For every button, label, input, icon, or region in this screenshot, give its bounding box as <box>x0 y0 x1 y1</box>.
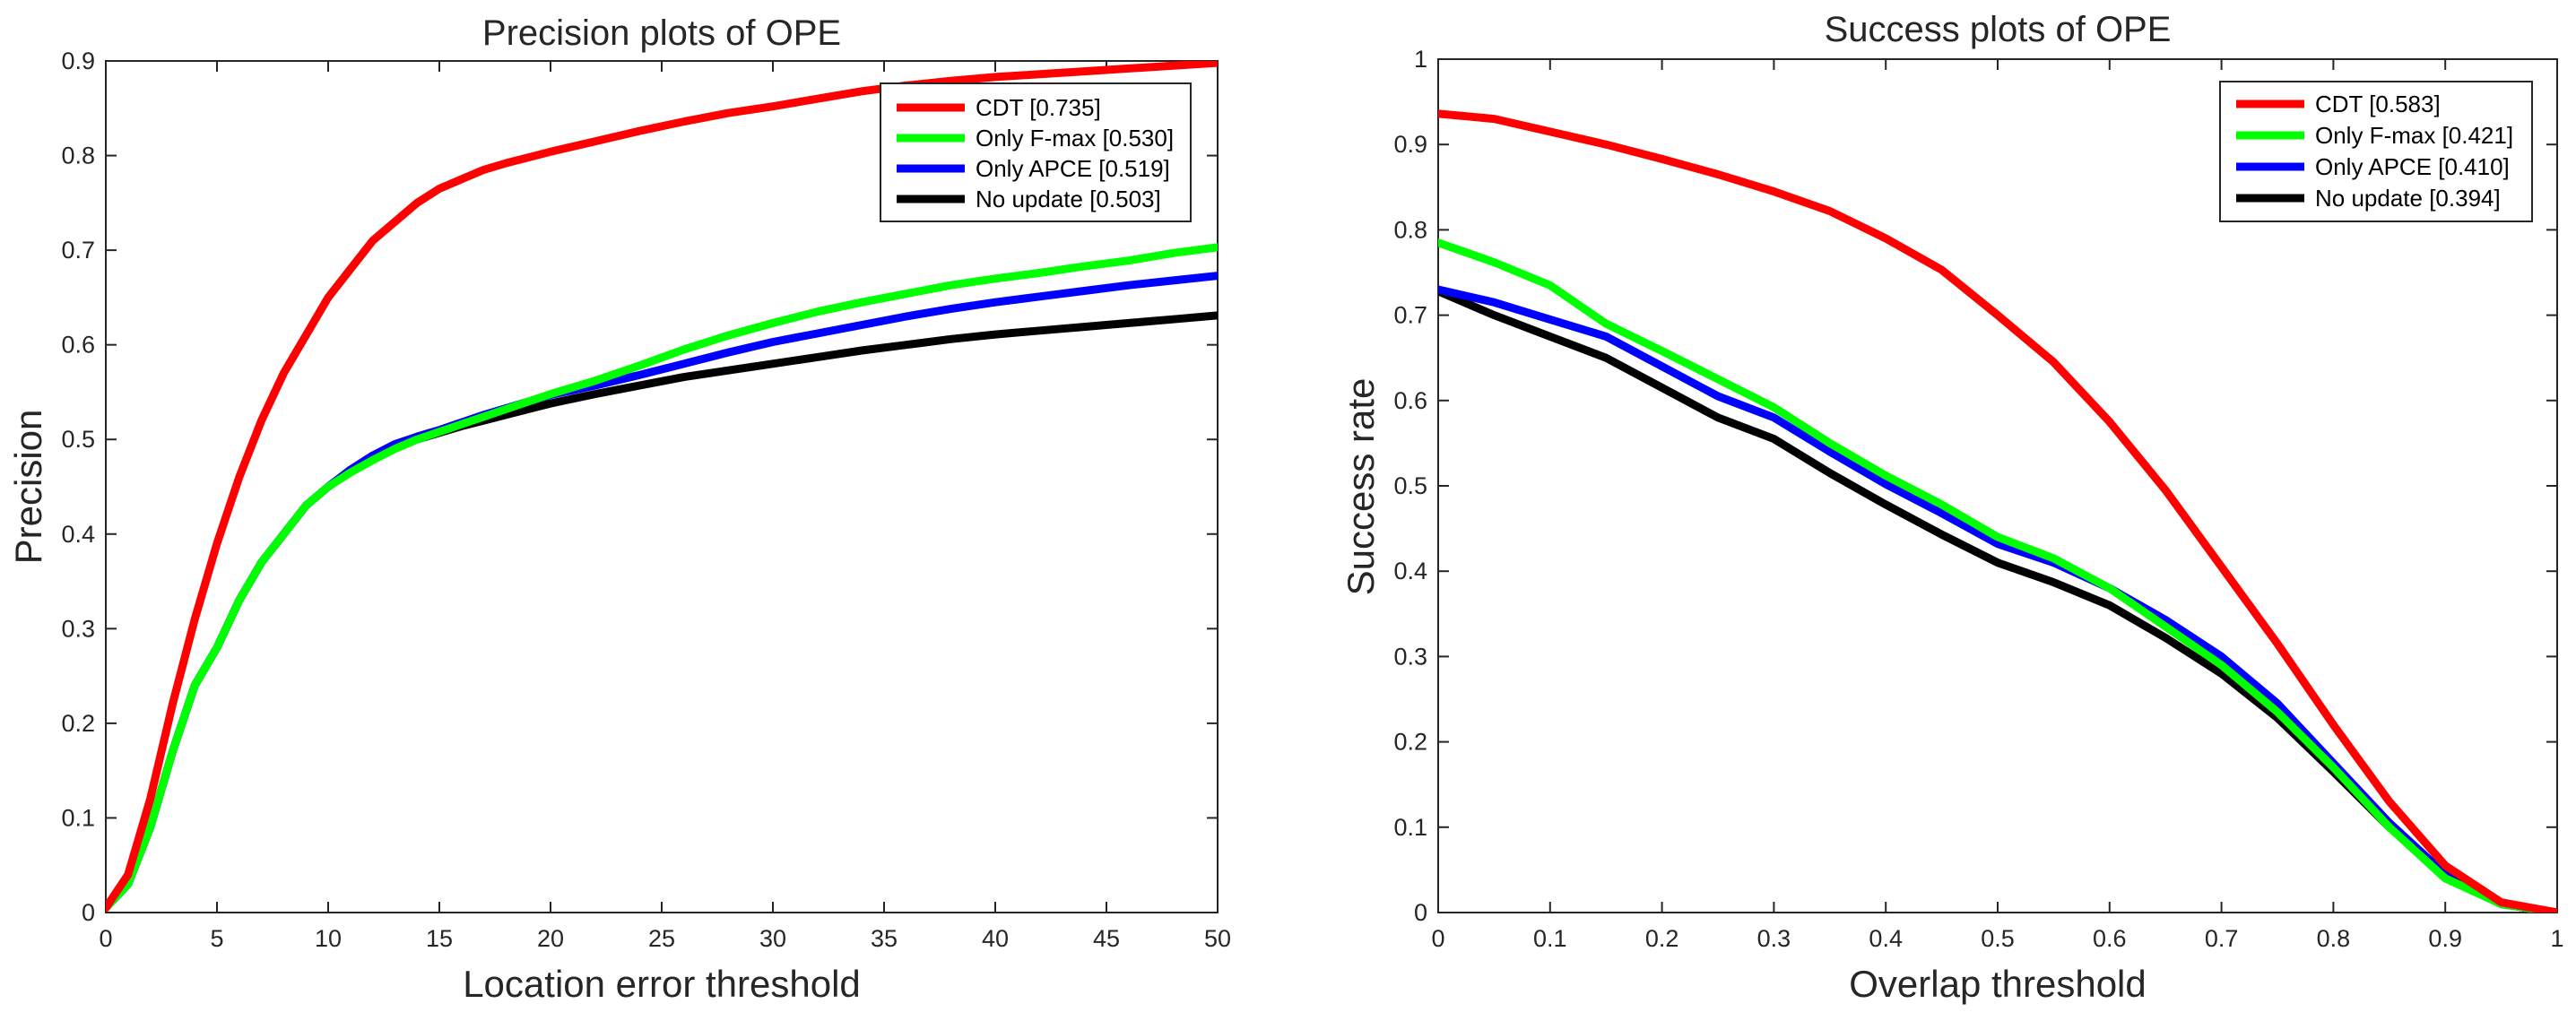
series-line <box>106 61 1218 913</box>
y-tick-label: 0.2 <box>1393 729 1427 756</box>
y-tick-label: 0.8 <box>1393 216 1427 243</box>
legend-entry-label: Only F-max [0.421] <box>2315 122 2513 149</box>
x-tick-label: 0.2 <box>1645 925 1679 952</box>
x-tick-label: 0 <box>1431 925 1444 952</box>
y-tick-label: 0.3 <box>1393 643 1427 670</box>
y-tick-label: 0 <box>82 899 95 926</box>
legend-entry-label: Only APCE [0.410] <box>2315 153 2510 180</box>
chart-title: Success plots of OPE <box>1825 10 2172 49</box>
x-tick-label: 15 <box>426 925 453 952</box>
x-tick-label: 0.7 <box>2205 925 2239 952</box>
x-axis-label: Location error threshold <box>463 963 861 1005</box>
y-tick-label: 0.5 <box>1393 472 1427 499</box>
y-axis-label: Precision <box>7 410 49 565</box>
y-tick-label: 0.8 <box>61 143 95 169</box>
x-tick-label: 1 <box>2550 925 2563 952</box>
x-tick-label: 0 <box>99 925 112 952</box>
y-tick-label: 0.6 <box>1393 387 1427 414</box>
y-tick-label: 0 <box>1414 899 1427 926</box>
x-tick-label: 20 <box>537 925 564 952</box>
x-tick-label: 5 <box>210 925 223 952</box>
y-tick-label: 0.1 <box>1393 814 1427 841</box>
series-line <box>1438 238 2557 913</box>
y-tick-label: 0.4 <box>1393 558 1427 584</box>
x-tick-label: 45 <box>1093 925 1120 952</box>
y-tick-label: 0.9 <box>61 48 95 74</box>
y-tick-label: 0.2 <box>61 710 95 737</box>
series-lines <box>106 61 1218 913</box>
series-line <box>1438 109 2557 913</box>
x-tick-label: 0.8 <box>2317 925 2351 952</box>
series-lines <box>1438 109 2557 913</box>
series-line <box>106 243 1218 913</box>
axis-ticks: 0 0.1 0.2 0.3 0.4 0.5 0.6 0.7 0.8 0.9 1 0 0.1 0.2 0.3 0… <box>1393 46 2563 952</box>
x-tick-label: 25 <box>648 925 675 952</box>
x-axis-label: Overlap threshold <box>1849 963 2147 1005</box>
y-tick-label: 0.1 <box>61 804 95 831</box>
legend-entry-label: Only F-max [0.530] <box>976 125 1174 151</box>
x-tick-label: 0.4 <box>1869 925 1903 952</box>
y-tick-label: 0.3 <box>61 615 95 642</box>
x-tick-label: 10 <box>315 925 342 952</box>
y-tick-label: 1 <box>1414 46 1427 73</box>
x-tick-label: 0.3 <box>1757 925 1791 952</box>
axis-ticks: 0 5 10 15 20 25 30 35 40 45 50 0 0.1 0.2 0.3 0.4 0.5 0.6 0… <box>61 48 1231 952</box>
x-tick-label: 35 <box>871 925 898 952</box>
legend-entry-label: No update [0.394] <box>2315 185 2501 212</box>
legend: CDT [0.735] Only F-max [0.530] Only APCE [… <box>880 82 1192 222</box>
x-tick-label: 40 <box>982 925 1009 952</box>
chart-title: Precision plots of OPE <box>482 13 841 53</box>
success-plot: Success plots of OPE 0 0.1 0.2 0.3 0.4 0.5 0.6… <box>1340 10 2564 1005</box>
y-tick-label: 0.7 <box>61 237 95 264</box>
x-tick-label: 0.1 <box>1533 925 1567 952</box>
legend-entry-label: CDT [0.583] <box>2315 91 2441 117</box>
legend-entry-label: CDT [0.735] <box>976 94 1101 121</box>
legend-entry-label: Only APCE [0.519] <box>976 155 1170 182</box>
legend-entry-label: No update [0.503] <box>976 186 1161 212</box>
x-tick-label: 30 <box>759 925 786 952</box>
y-tick-label: 0.9 <box>1393 131 1427 158</box>
y-tick-label: 0.7 <box>1393 302 1427 329</box>
x-tick-label: 0.9 <box>2428 925 2462 952</box>
y-tick-label: 0.5 <box>61 426 95 453</box>
x-tick-label: 0.6 <box>2093 925 2127 952</box>
x-tick-label: 50 <box>1204 925 1231 952</box>
x-tick-label: 0.5 <box>1981 925 2015 952</box>
precision-plot: Precision plots of OPE 0 5 10 15 20 25 30 35 40 4… <box>7 13 1231 1005</box>
y-axis-label: Success rate <box>1340 378 1382 596</box>
y-tick-label: 0.6 <box>61 332 95 359</box>
y-tick-label: 0.4 <box>61 521 95 548</box>
legend: CDT [0.583] Only F-max [0.421] Only APCE [… <box>2219 81 2533 222</box>
